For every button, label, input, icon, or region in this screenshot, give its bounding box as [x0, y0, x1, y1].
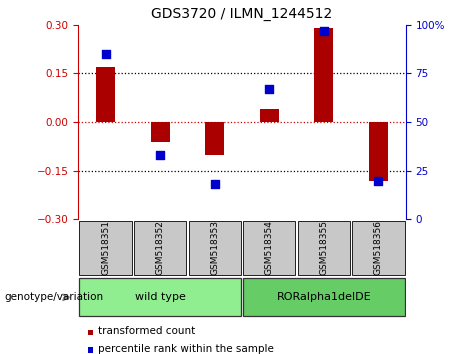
FancyBboxPatch shape — [352, 221, 405, 275]
Bar — [314, 28, 333, 122]
Text: GSM518354: GSM518354 — [265, 220, 274, 275]
Point — [375, 178, 382, 183]
Text: transformed count: transformed count — [98, 326, 195, 336]
Bar — [369, 122, 388, 181]
Text: GSM518356: GSM518356 — [374, 220, 383, 275]
Title: GDS3720 / ILMN_1244512: GDS3720 / ILMN_1244512 — [151, 7, 333, 21]
Text: percentile rank within the sample: percentile rank within the sample — [98, 344, 274, 354]
Text: GSM518353: GSM518353 — [210, 220, 219, 275]
FancyBboxPatch shape — [189, 221, 241, 275]
FancyBboxPatch shape — [79, 278, 241, 316]
Text: RORalpha1delDE: RORalpha1delDE — [277, 292, 371, 302]
Bar — [96, 67, 115, 122]
Point — [157, 152, 164, 158]
Bar — [205, 122, 225, 155]
Point — [102, 51, 109, 57]
Text: genotype/variation: genotype/variation — [5, 292, 104, 302]
FancyBboxPatch shape — [243, 221, 296, 275]
FancyBboxPatch shape — [298, 221, 350, 275]
Text: GSM518351: GSM518351 — [101, 220, 110, 275]
FancyBboxPatch shape — [134, 221, 186, 275]
Text: wild type: wild type — [135, 292, 186, 302]
FancyBboxPatch shape — [79, 221, 132, 275]
Bar — [260, 109, 279, 122]
Point — [320, 28, 327, 33]
Text: GSM518352: GSM518352 — [156, 220, 165, 275]
FancyBboxPatch shape — [243, 278, 405, 316]
Bar — [151, 122, 170, 142]
Text: GSM518355: GSM518355 — [319, 220, 328, 275]
Point — [266, 86, 273, 92]
Point — [211, 182, 219, 187]
